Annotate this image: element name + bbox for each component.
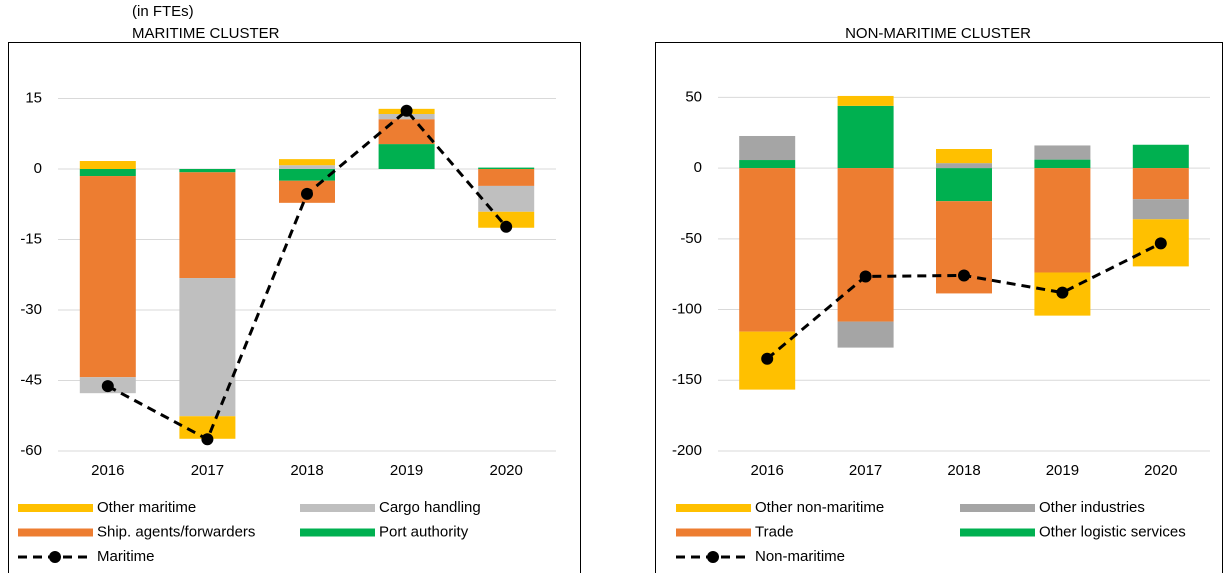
bar-segment — [478, 211, 535, 228]
bar-segment — [1034, 168, 1091, 273]
line-point — [761, 352, 774, 365]
x-tick-label: 2018 — [947, 462, 980, 479]
line-point — [301, 187, 313, 200]
legend-label: Maritime — [97, 548, 155, 565]
line-point — [1056, 286, 1069, 299]
y-tick-label: -30 — [20, 301, 42, 318]
line-point — [101, 380, 114, 393]
bar-segment — [936, 168, 992, 202]
x-tick-label: 2016 — [751, 462, 784, 479]
legend-swatch — [960, 528, 1035, 537]
bar-segment — [1132, 168, 1189, 200]
bar-segment — [279, 159, 335, 166]
bar-segment — [478, 167, 535, 169]
bar-segment — [478, 169, 535, 186]
legend-label: Other industries — [1039, 499, 1145, 516]
x-tick-label: 2020 — [1144, 462, 1177, 479]
x-tick-label: 2017 — [849, 462, 882, 479]
line-point — [958, 269, 970, 282]
legend-label: Other non-maritime — [755, 499, 884, 516]
x-tick-label: 2016 — [91, 462, 124, 479]
bar-segment — [936, 163, 992, 169]
x-tick-label: 2020 — [490, 462, 523, 479]
y-tick-label: -45 — [20, 371, 42, 388]
x-tick-label: 2018 — [290, 462, 323, 479]
bar-segment — [179, 172, 236, 279]
bar-segment — [79, 161, 136, 169]
line-point — [500, 220, 513, 233]
line-point — [201, 433, 214, 446]
y-tick-label: 0 — [694, 159, 702, 176]
legend-label: Other maritime — [97, 499, 196, 516]
bar-segment — [179, 169, 236, 173]
bar-segment — [1132, 144, 1189, 169]
line-point — [400, 104, 413, 117]
bar-segment — [837, 95, 894, 106]
bar-segment — [279, 165, 335, 169]
bar-segment — [837, 105, 894, 169]
y-tick-label: -60 — [20, 442, 42, 459]
bar-segment — [739, 160, 796, 169]
note: (in FTEs) — [132, 3, 194, 20]
bar-segment — [79, 176, 136, 378]
y-tick-label: 50 — [685, 88, 702, 105]
frame — [8, 42, 581, 578]
bar-segment — [837, 321, 894, 348]
legend-label: Trade — [755, 523, 794, 540]
bar-segment — [739, 135, 796, 161]
bar-segment — [1034, 145, 1091, 160]
legend-label: Ship. agents/forwarders — [97, 523, 255, 540]
line-point — [859, 270, 872, 283]
y-tick-label: -150 — [672, 371, 702, 388]
bar-segment — [279, 169, 335, 181]
legend-swatch — [18, 528, 93, 537]
legend-label: Other logistic services — [1039, 523, 1186, 540]
bar-segment — [1034, 159, 1091, 169]
line-point — [1154, 237, 1167, 250]
legend-swatch — [676, 528, 751, 537]
bar-segment — [378, 144, 435, 169]
frame — [655, 42, 1223, 578]
bar-segment — [378, 119, 435, 145]
legend-label: Non-maritime — [755, 548, 845, 565]
legend-swatch — [960, 504, 1035, 512]
legend-label: Cargo handling — [379, 499, 481, 516]
bar-segment — [739, 168, 796, 332]
bar-segment — [79, 169, 136, 177]
x-tick-label: 2019 — [390, 462, 423, 479]
bar-segment — [936, 148, 992, 164]
legend-swatch — [300, 504, 375, 512]
y-tick-label: -50 — [680, 230, 702, 247]
x-tick-label: 2017 — [191, 462, 224, 479]
legend-swatch — [300, 528, 375, 537]
chart-title: MARITIME CLUSTER — [132, 25, 280, 42]
y-tick-label: 15 — [25, 89, 42, 106]
chart-title: NON-MARITIME CLUSTER — [845, 25, 1031, 42]
y-tick-label: 0 — [34, 160, 42, 177]
y-tick-label: -15 — [20, 230, 42, 247]
bar-segment — [1132, 199, 1189, 220]
x-tick-label: 2019 — [1046, 462, 1079, 479]
legend-label: Port authority — [379, 523, 469, 540]
y-tick-label: -100 — [672, 301, 702, 318]
bar-segment — [837, 168, 894, 322]
legend-swatch — [49, 551, 61, 563]
legend-swatch — [676, 504, 751, 512]
bar-segment — [478, 185, 535, 212]
bar-segment — [179, 278, 236, 417]
y-tick-label: -200 — [672, 442, 702, 459]
legend-swatch — [707, 551, 719, 563]
legend-swatch — [18, 504, 93, 512]
